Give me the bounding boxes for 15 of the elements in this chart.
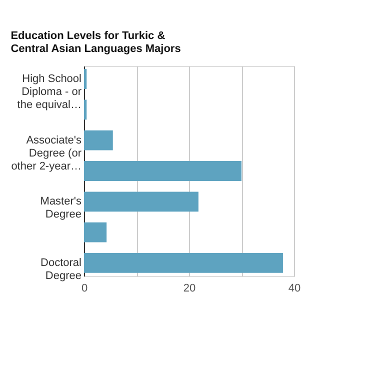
y-tick-label: Associate's Degree (or other 2-year… (11, 134, 82, 172)
bar (84, 161, 242, 181)
bar (84, 192, 198, 212)
x-tick-label: 0 (81, 282, 88, 294)
y-tick-label: Master's Degree (40, 196, 82, 221)
bar (84, 69, 87, 89)
bar (84, 100, 87, 120)
chart-title: Education Levels for Turkic & Central Asian Languages Majors (10, 30, 181, 55)
x-tick-label: 20 (183, 282, 196, 294)
y-tick-label: High School Diploma - or the equival… (17, 73, 82, 112)
x-tick-label: 40 (288, 282, 301, 294)
bar (84, 222, 107, 242)
bar (84, 130, 113, 150)
y-tick-label: Doctoral Degree (40, 256, 82, 282)
bar (84, 253, 283, 273)
